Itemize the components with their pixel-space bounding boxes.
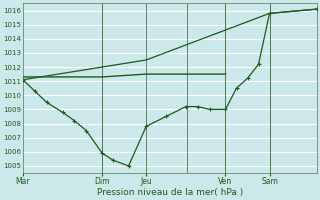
- X-axis label: Pression niveau de la mer( hPa ): Pression niveau de la mer( hPa ): [97, 188, 243, 197]
